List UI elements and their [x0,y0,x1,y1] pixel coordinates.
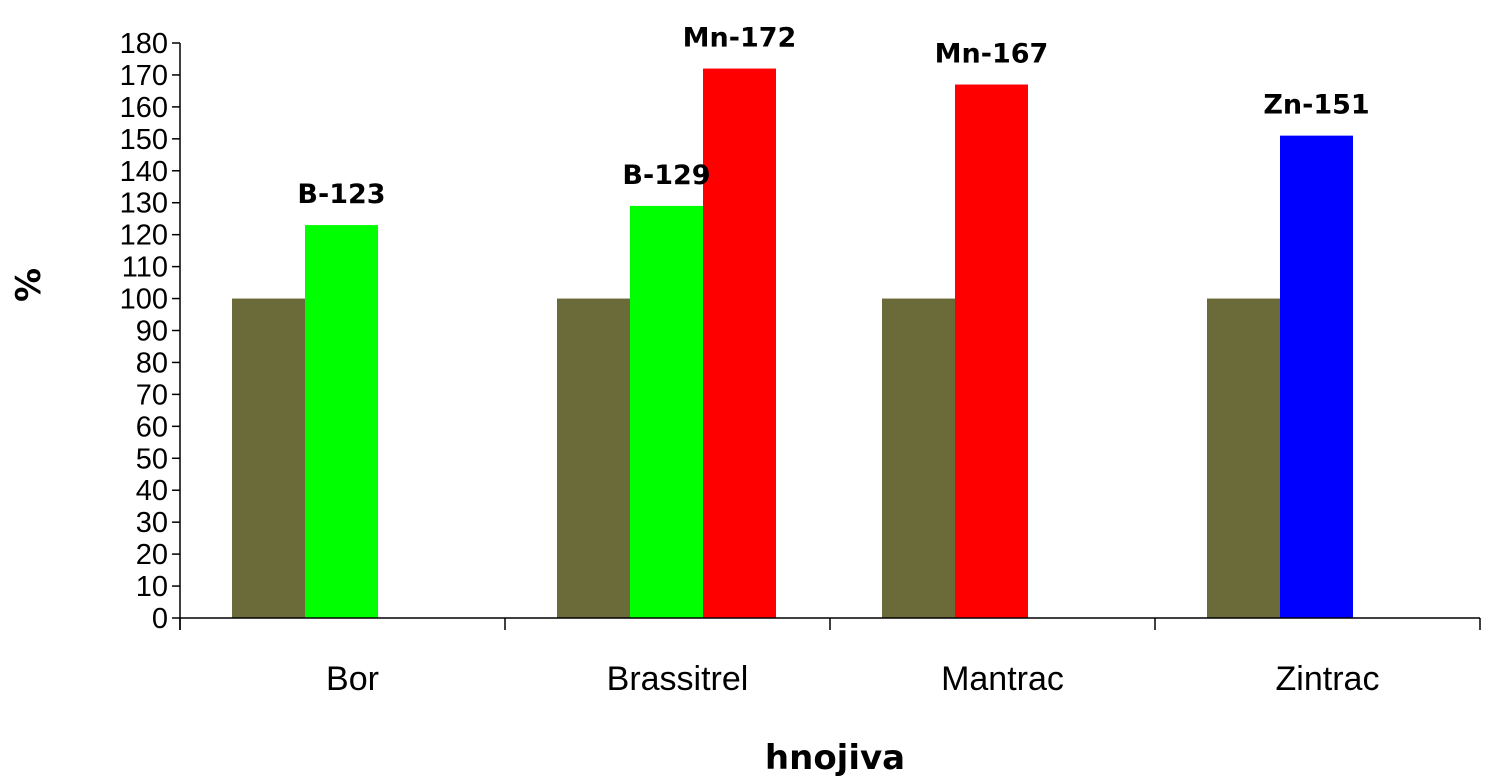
bar [1280,135,1353,618]
y-tick-label: 130 [120,188,168,220]
category-label: Bor [326,660,379,698]
data-label: B-129 [622,160,710,191]
category-label: Mantrac [941,660,1064,698]
bar [557,298,630,618]
y-tick-label: 30 [136,507,168,539]
bar [882,298,955,618]
data-label: Zn-151 [1263,90,1369,121]
y-tick-label: 60 [136,411,168,443]
data-label: B-123 [297,179,385,210]
bar [630,205,703,618]
y-tick-label: 150 [120,124,168,156]
y-tick-label: 70 [136,379,168,411]
y-axis-title: % [9,268,49,302]
data-label: Mn-167 [935,39,1049,70]
y-tick-label: 40 [136,475,168,507]
y-tick-label: 110 [122,252,168,284]
y-tick-label: 10 [136,571,168,603]
bar [232,298,305,618]
data-label: Mn-172 [683,23,797,54]
y-tick-label: 100 [120,284,168,316]
labels-layer: 0102030405060708090100110120130140150160… [120,23,1380,698]
y-tick-label: 160 [120,92,168,124]
bar [1207,298,1280,618]
bars-layer [232,68,1353,619]
y-tick-label: 120 [120,220,168,252]
y-tick-label: 170 [120,60,168,92]
category-label: Brassitrel [607,660,749,698]
bar [955,84,1028,619]
y-tick-label: 20 [136,539,168,571]
axes-layer [172,42,1481,630]
y-tick-label: 0 [152,603,168,635]
bar [305,225,378,619]
y-tick-label: 80 [136,347,168,379]
y-tick-label: 50 [136,443,168,475]
category-label: Zintrac [1276,660,1380,698]
y-tick-label: 90 [136,316,168,348]
bar [703,68,776,619]
x-axis-title: hnojiva [765,738,905,777]
y-tick-label: 180 [120,28,168,60]
y-tick-label: 140 [120,156,168,188]
